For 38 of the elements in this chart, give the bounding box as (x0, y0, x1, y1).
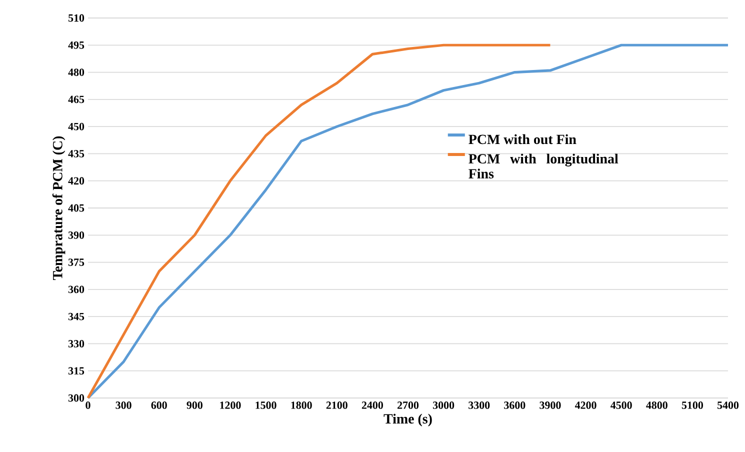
x-tick-label: 600 (151, 402, 167, 409)
x-tick-label: 1500 (256, 402, 276, 409)
x-tick-label: 4800 (646, 402, 668, 409)
x-tick-label: 5400 (717, 402, 739, 409)
x-tick-label: 4200 (574, 402, 596, 409)
x-tick-label: 900 (186, 402, 202, 409)
y-tick-label: 345 (68, 312, 84, 320)
x-tick-label: 300 (116, 402, 132, 409)
y-tick-label: 435 (68, 150, 84, 158)
y-tick-label: 480 (68, 68, 84, 76)
y-tick-label: 405 (68, 204, 84, 212)
x-tick-label: 3000 (433, 402, 454, 409)
legend-label: PCM with out Fin (468, 134, 576, 144)
x-tick-label: 0 (86, 402, 90, 409)
y-tick-label: 360 (68, 286, 84, 294)
x-tick-label: 3900 (540, 402, 561, 409)
x-tick-label: 4500 (610, 402, 632, 409)
x-tick-label: 1200 (220, 402, 241, 409)
y-tick-label: 465 (68, 96, 84, 104)
y-tick-label: 300 (68, 394, 84, 402)
y-tick-label: 420 (68, 177, 84, 185)
y-tick-label: 330 (68, 340, 84, 348)
y-tick-label: 495 (68, 41, 84, 49)
x-tick-label: 3300 (468, 402, 490, 409)
x-tick-label: 3600 (504, 402, 526, 409)
y-tick-label: 510 (68, 14, 84, 22)
x-tick-label: 1800 (291, 402, 312, 409)
y-tick-label: 315 (68, 367, 84, 375)
y-tick-label: 450 (68, 122, 84, 130)
x-tick-label: 2100 (326, 402, 348, 409)
legend-label: PCM with longitudinal Fins (468, 154, 618, 178)
x-tick-label: 2700 (397, 402, 419, 409)
x-tick-label: 2400 (362, 402, 383, 409)
y-tick-label: 390 (68, 231, 84, 239)
y-axis-title: Temprature of PCM (C) (52, 136, 66, 280)
x-axis-title: Time (s) (384, 414, 432, 426)
y-tick-label: 375 (68, 258, 84, 266)
x-tick-label: 5100 (682, 402, 703, 409)
